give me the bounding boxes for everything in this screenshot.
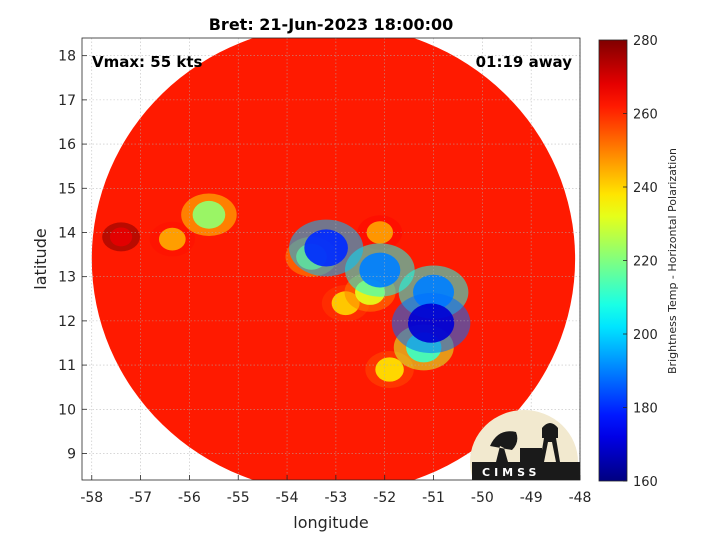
x-axis-ticks: -58 -57 -56 -55 -54 -53 -52 -51 -50 -49 -48 xyxy=(80,475,591,506)
colorbar-tick-label: 180 xyxy=(633,402,658,417)
colorbar-tick-label: 260 xyxy=(633,108,658,123)
x-tick-label: -57 xyxy=(129,490,152,506)
grid-lines xyxy=(82,38,581,480)
y-tick-label: 16 xyxy=(58,137,76,153)
y-tick-label: 13 xyxy=(58,270,76,286)
cimss-logo: CIMSS xyxy=(470,410,580,480)
feature-cell xyxy=(158,227,186,251)
chart-title: Bret: 21-Jun-2023 18:00:00 xyxy=(209,15,454,34)
vmax-annotation: Vmax: 55 kts xyxy=(92,53,202,71)
feature-cell xyxy=(192,200,226,229)
colorbar-tick-label: 200 xyxy=(633,328,658,343)
y-tick-label: 14 xyxy=(58,225,76,241)
satellite-dish-icon xyxy=(490,431,518,462)
x-tick-label: -52 xyxy=(373,490,396,506)
logo-building xyxy=(520,448,542,462)
logo-text: CIMSS xyxy=(482,466,540,479)
x-tick-label: -53 xyxy=(324,490,347,506)
feature-cell xyxy=(304,229,348,267)
y-tick-label: 9 xyxy=(67,446,76,462)
plot-area xyxy=(81,37,581,481)
y-axis-ticks: 9 10 11 12 13 14 15 16 17 18 xyxy=(58,49,87,462)
time-offset-annotation: 01:19 away xyxy=(476,53,573,71)
y-axis-label: latitude xyxy=(31,228,50,289)
feature-cell xyxy=(109,227,133,247)
colorbar-tick-label: 240 xyxy=(633,181,658,196)
x-tick-label: -51 xyxy=(422,490,445,506)
logo-band xyxy=(472,462,580,480)
x-tick-label: -56 xyxy=(178,490,201,506)
y-tick-label: 18 xyxy=(58,49,76,65)
colorbar-label: Brightness Temp - Horizontal Polarizatio… xyxy=(666,148,679,374)
x-tick-label: -55 xyxy=(227,490,250,506)
y-tick-label: 10 xyxy=(58,402,76,418)
colorbar-tick-label: 160 xyxy=(633,475,658,490)
x-axis-label: longitude xyxy=(293,513,368,532)
colorbar: 160 180 200 220 240 260 280 Brightness Temp - … xyxy=(598,34,679,490)
heatmap-layer xyxy=(91,38,576,480)
x-tick-label: -48 xyxy=(569,490,592,506)
colorbar-tick-label: 280 xyxy=(633,34,658,49)
x-tick-label: -49 xyxy=(520,490,543,506)
feature-cell xyxy=(375,357,404,382)
plot-frame xyxy=(81,37,581,481)
y-tick-label: 11 xyxy=(58,358,76,374)
feature-cell xyxy=(359,252,401,288)
y-tick-label: 15 xyxy=(58,181,76,197)
x-tick-label: -50 xyxy=(471,490,494,506)
y-tick-label: 12 xyxy=(58,314,76,330)
x-tick-label: -58 xyxy=(80,490,103,506)
colorbar-ticks: 160 180 200 220 240 260 280 xyxy=(623,34,658,490)
colorbar-tick-label: 220 xyxy=(633,255,658,270)
y-tick-label: 17 xyxy=(58,93,76,109)
x-tick-label: -54 xyxy=(276,490,299,506)
colorbar-body xyxy=(598,39,628,482)
feature-cell xyxy=(407,303,455,343)
water-tower-icon xyxy=(540,423,560,462)
